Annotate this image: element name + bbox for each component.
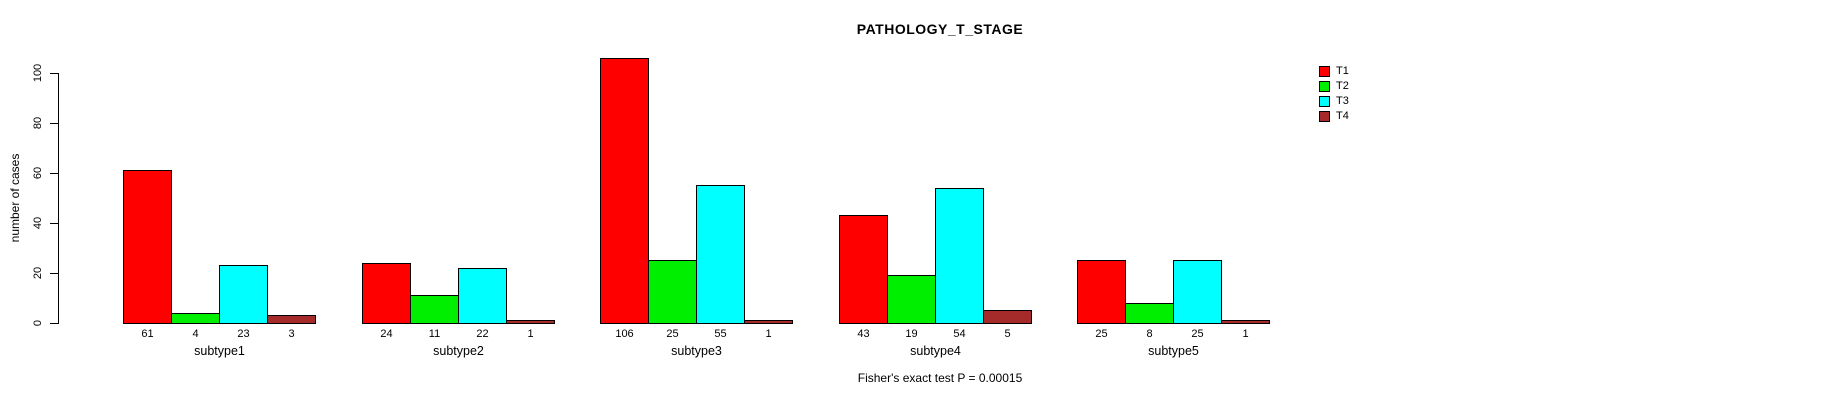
bar-T3-subtype4 [935, 188, 984, 324]
bar-T4-subtype3 [744, 320, 793, 324]
bar-T4-subtype4 [983, 310, 1032, 324]
bar-T4-subtype2 [506, 320, 555, 324]
bar-T1-subtype3 [600, 58, 649, 324]
legend-label: T2 [1336, 80, 1349, 92]
legend-label: T4 [1336, 110, 1349, 122]
bar-T1-subtype5 [1077, 260, 1126, 324]
y-tick [50, 123, 58, 124]
bar-value-label: 23 [237, 328, 250, 340]
bar-value-label: 4 [192, 328, 199, 340]
bar-value-label: 1 [1242, 328, 1249, 340]
legend-entry-T1: T1 [1319, 66, 1349, 77]
bar-value-label: 43 [857, 328, 870, 340]
x-category-label-subtype4: subtype4 [910, 344, 961, 358]
bar-T3-subtype3 [696, 185, 745, 324]
y-tick [50, 323, 58, 324]
bar-T2-subtype1 [171, 313, 220, 324]
bar-value-label: 25 [666, 328, 679, 340]
y-tick-label: 0 [32, 319, 44, 327]
y-tick [50, 173, 58, 174]
bar-value-label: 3 [288, 328, 295, 340]
y-axis-label: number of cases [8, 153, 22, 243]
bar-T1-subtype2 [362, 263, 411, 324]
annotation-text: Fisher's exact test P = 0.00015 [857, 371, 1023, 385]
bar-value-label: 11 [428, 328, 441, 340]
y-tick [50, 223, 58, 224]
legend-swatch [1319, 66, 1330, 77]
bar-value-label: 5 [1004, 328, 1011, 340]
y-tick-label: 100 [32, 63, 44, 83]
x-category-label-subtype3: subtype3 [671, 344, 722, 358]
legend-entry-T2: T2 [1319, 81, 1349, 92]
x-category-label-subtype1: subtype1 [194, 344, 245, 358]
bar-T2-subtype4 [887, 275, 936, 324]
y-tick [50, 273, 58, 274]
legend-label: T1 [1336, 65, 1349, 77]
legend-label: T3 [1336, 95, 1349, 107]
x-category-label-subtype5: subtype5 [1148, 344, 1199, 358]
bar-T3-subtype2 [458, 268, 507, 324]
legend-swatch [1319, 111, 1330, 122]
legend: T1 T2 T3 T4 [1319, 66, 1349, 126]
bar-value-label: 25 [1191, 328, 1204, 340]
bar-T2-subtype3 [648, 260, 697, 324]
bar-T3-subtype1 [219, 265, 268, 324]
bar-T1-subtype1 [123, 170, 172, 324]
legend-entry-T4: T4 [1319, 111, 1349, 122]
bar-value-label: 106 [615, 328, 634, 340]
y-tick-label: 20 [32, 266, 44, 280]
bar-value-label: 61 [141, 328, 154, 340]
bar-T3-subtype5 [1173, 260, 1222, 324]
bar-T2-subtype2 [410, 295, 459, 324]
chart-title: PATHOLOGY_T_STAGE [856, 21, 1024, 37]
bar-T4-subtype5 [1221, 320, 1270, 324]
bar-T1-subtype4 [839, 215, 888, 324]
bar-value-label: 25 [1095, 328, 1108, 340]
legend-entry-T3: T3 [1319, 96, 1349, 107]
y-tick-label: 40 [32, 216, 44, 230]
bar-value-label: 55 [714, 328, 727, 340]
y-tick-label: 60 [32, 166, 44, 180]
bar-value-label: 22 [476, 328, 489, 340]
bar-value-label: 54 [953, 328, 966, 340]
bar-value-label: 19 [905, 328, 918, 340]
bar-value-label: 24 [380, 328, 393, 340]
y-axis-line [58, 73, 59, 324]
x-category-label-subtype2: subtype2 [433, 344, 484, 358]
y-tick-label: 80 [32, 116, 44, 130]
legend-swatch [1319, 81, 1330, 92]
legend-swatch [1319, 96, 1330, 107]
bar-value-label: 8 [1146, 328, 1153, 340]
bar-value-label: 1 [765, 328, 772, 340]
bar-value-label: 1 [527, 328, 534, 340]
y-tick [50, 73, 58, 74]
bar-T4-subtype1 [267, 315, 316, 324]
bar-T2-subtype5 [1125, 303, 1174, 324]
